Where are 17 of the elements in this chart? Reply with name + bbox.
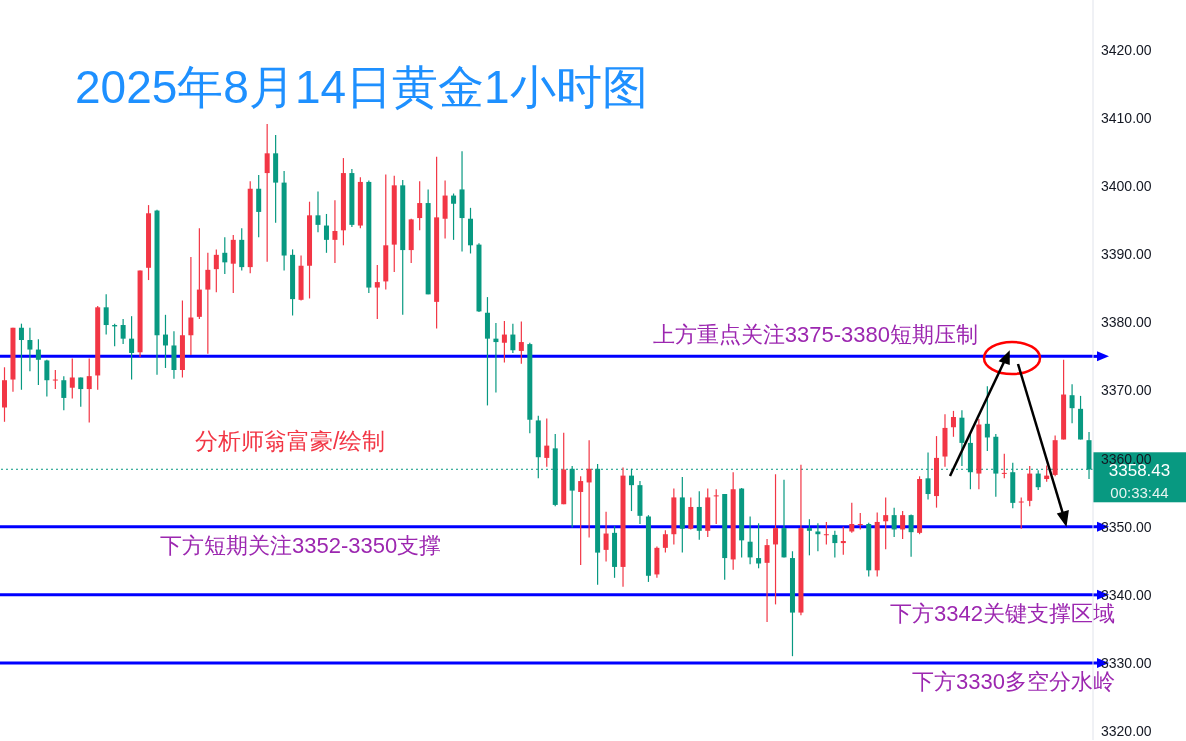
y-tick-label: 3400.00 xyxy=(1101,177,1152,194)
y-tick-label: 3340.00 xyxy=(1101,586,1152,603)
annotation: 分析师翁富豪/绘制 xyxy=(195,428,386,454)
y-tick-label: 3330.00 xyxy=(1101,654,1152,671)
text: 00:33:44 xyxy=(1110,484,1169,502)
y-tick-label: 3370.00 xyxy=(1101,382,1152,399)
text: 2025年8月14日黄金1小时图 xyxy=(75,61,648,113)
ref-line-label: 上方重点关注3375-3380短期压制 xyxy=(652,322,978,348)
ref-line-label: 下方短期关注3352-3350支撑 xyxy=(160,532,442,558)
y-tick-label: 3320.00 xyxy=(1101,723,1152,740)
ref-line-label: 下方3342关键支撑区域 xyxy=(890,600,1115,626)
ref-line-label: 下方3330多空分水岭 xyxy=(912,669,1115,694)
y-tick-label: 3390.00 xyxy=(1101,246,1152,263)
y-tick-label: 3350.00 xyxy=(1101,518,1152,535)
y-tick-label: 3420.00 xyxy=(1101,41,1152,58)
y-tick-label: 3380.00 xyxy=(1101,314,1152,331)
y-tick-label: 3410.00 xyxy=(1101,109,1152,126)
